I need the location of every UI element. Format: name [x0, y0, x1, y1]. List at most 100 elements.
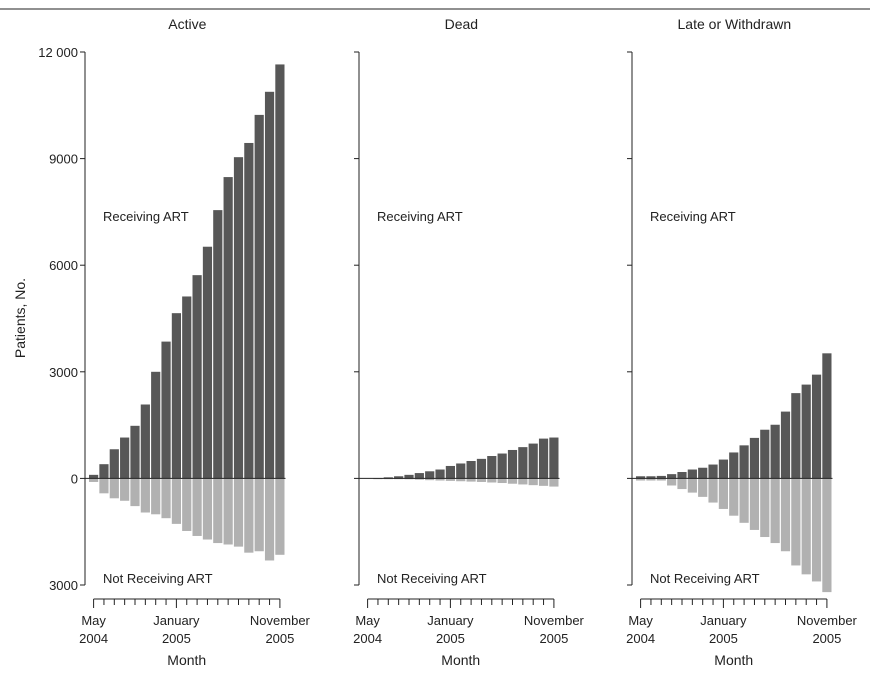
panel-1-bar-receiving-6	[140, 404, 150, 479]
y-tick-label-4: 6000	[49, 258, 78, 273]
panel-1-bar-not-receiving-7	[151, 478, 161, 515]
panel-2-bar-not-receiving-19	[549, 478, 559, 487]
panel-3-bar-receiving-14	[770, 424, 780, 479]
panel-1-bar-not-receiving-3	[109, 478, 119, 499]
y-tick-label-3: 3000	[49, 365, 78, 380]
panel-3-bar-not-receiving-6	[687, 478, 697, 493]
panel-3-bar-not-receiving-18	[811, 478, 822, 582]
panel-2-bar-not-receiving-10	[456, 478, 466, 482]
panel-3-bar-not-receiving-10	[729, 478, 739, 516]
panel-1-bar-not-receiving-18	[264, 478, 275, 561]
panel-1-bar-not-receiving-16	[244, 478, 254, 553]
panel-3-bar-not-receiving-14	[770, 478, 780, 544]
panel-1-x-tick-label-3-line2: 2005	[265, 631, 294, 646]
panel-1-x-tick-label-1-line2: 2004	[79, 631, 108, 646]
panel-2-bar-not-receiving-7	[425, 478, 435, 481]
panel-2-bar-not-receiving-18	[538, 478, 549, 486]
panel-1-bar-not-receiving-14	[223, 478, 233, 545]
panel-1-x-tick-label-3-line1: November	[250, 613, 311, 628]
panel-1-title: Active	[168, 16, 206, 32]
panel-2-bar-receiving-7	[425, 471, 435, 479]
panel-2-x-tick-label-1-line2: 2004	[353, 631, 382, 646]
panel-2-bar-receiving-12	[476, 458, 487, 479]
panel-3-x-tick-label-3-line1: November	[797, 613, 858, 628]
panel-1-bar-not-receiving-15	[233, 478, 244, 547]
panel-1-bar-receiving-17	[254, 114, 264, 479]
panel-3-bar-not-receiving-17	[801, 478, 811, 575]
panel-3-bar-receiving-12	[749, 437, 760, 479]
panel-2-bar-not-receiving-13	[487, 478, 497, 483]
panel-3-bar-not-receiving-12	[749, 478, 760, 530]
panel-3-bar-receiving-4	[667, 474, 677, 479]
panel-2-bar-not-receiving-16	[518, 478, 528, 485]
panel-2-bar-receiving-18	[538, 438, 549, 479]
y-tick-label-5: 9000	[49, 152, 78, 167]
panel-3-bar-receiving-16	[791, 393, 801, 479]
panel-2-title: Dead	[445, 16, 478, 32]
panel-2-bar-not-receiving-8	[435, 478, 445, 481]
panel-3-annotation-receiving: Receiving ART	[650, 209, 736, 224]
panel-2-x-tick-label-1-line1: May	[355, 613, 380, 628]
panel-2-bar-receiving-3	[383, 477, 393, 479]
panel-3-bar-receiving-1	[636, 476, 646, 479]
panel-3-x-tick-label-2-line2: 2005	[709, 631, 738, 646]
panel-1-bar-not-receiving-12	[202, 478, 213, 540]
panel-1-bar-not-receiving-8	[161, 478, 171, 519]
panel-3-bar-not-receiving-11	[739, 478, 749, 523]
panel-1-x-tick-label-2-line2: 2005	[162, 631, 191, 646]
panel-1-bar-receiving-19	[275, 64, 285, 479]
panel-1-bar-receiving-3	[109, 449, 119, 479]
panel-3-bar-receiving-19	[822, 353, 832, 479]
panel-2-bar-not-receiving-12	[476, 478, 487, 482]
panel-3-bar-not-receiving-13	[760, 478, 770, 538]
panel-3-annotation-not-receiving: Not Receiving ART	[650, 571, 760, 586]
panel-1-bar-receiving-18	[264, 91, 275, 479]
panel-3-bar-not-receiving-1	[636, 478, 646, 481]
panel-2-x-tick-label-3-line1: November	[524, 613, 585, 628]
panel-3-x-tick-label-3-line2: 2005	[812, 631, 841, 646]
panel-2-bar-receiving-11	[466, 460, 476, 479]
panel-3-bar-not-receiving-4	[667, 478, 677, 486]
panel-3-bar-receiving-3	[656, 475, 666, 479]
panel-2-bar-not-receiving-11	[466, 478, 476, 482]
panel-2-bar-not-receiving-15	[507, 478, 518, 484]
panel-2-bar-receiving-9	[445, 465, 455, 479]
panel-1-bar-receiving-16	[244, 142, 254, 479]
panel-2-bar-not-receiving-17	[528, 478, 538, 486]
panel-1-bar-not-receiving-10	[182, 478, 192, 531]
panel-2-bar-receiving-10	[456, 463, 466, 479]
panel-2-bar-receiving-4	[394, 476, 404, 479]
panel-1-x-tick-label-2-line1: January	[153, 613, 200, 628]
panel-2-annotation-not-receiving: Not Receiving ART	[377, 571, 487, 586]
panel-3-bar-receiving-9	[718, 459, 728, 479]
panel-3-bar-receiving-10	[729, 452, 739, 479]
panel-1-annotation-receiving: Receiving ART	[103, 209, 189, 224]
panel-1-bar-receiving-12	[202, 246, 213, 479]
panel-1-bar-receiving-1	[89, 474, 99, 479]
panel-2-bar-receiving-5	[404, 474, 414, 479]
panel-3-title: Late or Withdrawn	[678, 16, 792, 32]
panel-3-bar-receiving-7	[698, 467, 708, 479]
panel-3-x-tick-label-1-line1: May	[628, 613, 653, 628]
panel-1-bar-receiving-10	[182, 296, 192, 479]
panel-1-bar-receiving-14	[223, 177, 233, 479]
panel-2-bar-receiving-15	[507, 449, 518, 479]
panel-1-bar-receiving-2	[99, 464, 109, 479]
panel-3-bar-receiving-11	[739, 445, 749, 479]
panel-2-bar-not-receiving-9	[445, 478, 455, 481]
panel-1-x-tick-label-1-line1: May	[81, 613, 106, 628]
panel-1-bar-receiving-8	[161, 341, 171, 479]
panel-3-bar-not-receiving-5	[677, 478, 687, 490]
y-tick-label-2: 0	[71, 471, 78, 486]
panel-3-bar-receiving-18	[811, 374, 822, 479]
panel-3-bar-receiving-15	[780, 411, 791, 479]
panel-1-bar-not-receiving-2	[99, 478, 109, 494]
panel-2-bar-receiving-16	[518, 447, 528, 479]
y-tick-label-6: 12 000	[38, 45, 78, 60]
panel-1-bar-not-receiving-9	[171, 478, 181, 524]
panel-3-bar-receiving-17	[801, 384, 811, 479]
panel-3-bar-receiving-6	[687, 469, 697, 479]
panel-1-bar-receiving-15	[233, 157, 244, 479]
